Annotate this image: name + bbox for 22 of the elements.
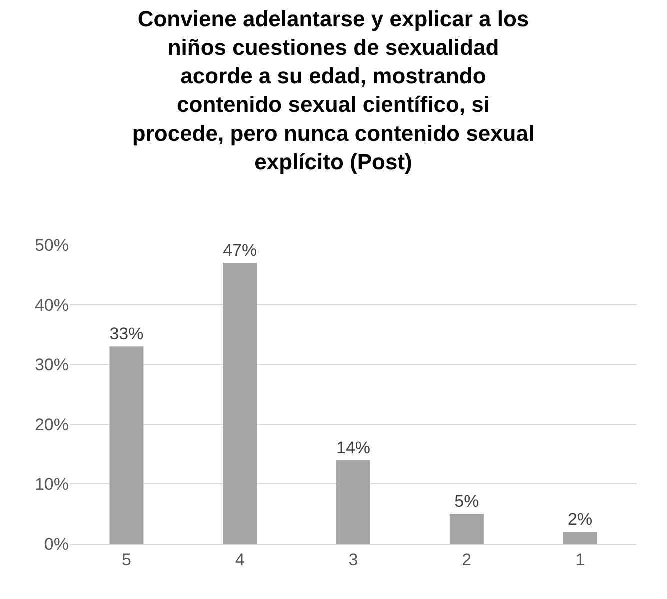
y-tick-label: 20% — [34, 415, 69, 434]
data-label: 2% — [568, 510, 593, 530]
bar — [223, 262, 258, 544]
data-label: 33% — [110, 324, 144, 344]
y-tick-label: 50% — [34, 236, 69, 255]
x-tick-label: 2 — [462, 550, 472, 570]
x-tick-label: 5 — [122, 550, 132, 570]
data-label: 14% — [336, 438, 370, 458]
x-tick-label: 3 — [348, 550, 358, 570]
y-tick-label: 0% — [44, 534, 69, 554]
data-label: 47% — [223, 240, 258, 260]
bar — [450, 514, 484, 544]
bar — [563, 532, 598, 544]
y-tick-label: 30% — [34, 356, 69, 375]
y-tick-label: 10% — [34, 475, 69, 494]
chart-title: Conviene adelantarse y explicar a los niños cuestiones de sexualidad acorde a su edad, mostrando contenido sexual científico, si procede, pero nunca contenido sexual explícito (Post) — [132, 6, 535, 174]
y-tick-label: 40% — [34, 296, 69, 315]
bar — [110, 346, 144, 544]
data-label: 5% — [454, 492, 480, 512]
x-tick-label: 4 — [235, 550, 245, 570]
bar — [336, 460, 371, 544]
x-tick-label: 1 — [576, 550, 586, 570]
